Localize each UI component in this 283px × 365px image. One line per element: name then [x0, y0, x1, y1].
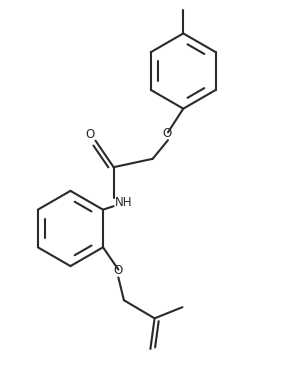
Text: O: O — [114, 265, 123, 277]
Text: O: O — [85, 128, 95, 141]
Text: O: O — [162, 127, 171, 140]
Text: NH: NH — [115, 196, 132, 208]
